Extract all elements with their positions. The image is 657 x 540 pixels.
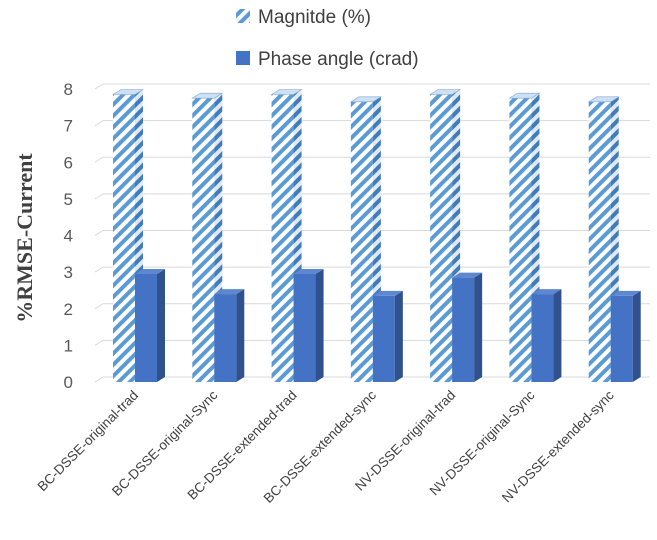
gridline-side (94, 156, 104, 163)
bar-top (191, 92, 224, 99)
bar-phase-angle (531, 289, 562, 382)
bar-phase-angle (214, 289, 245, 382)
bar-top (135, 268, 165, 274)
bar-front (430, 94, 453, 383)
gridline-side (94, 193, 104, 200)
legend-item-magnitude: Magnitde (%) (236, 7, 371, 28)
bar-phase-angle (135, 268, 165, 382)
bar-top (293, 268, 324, 274)
bar-phase-angle (610, 290, 641, 382)
gridline-side (94, 120, 104, 127)
y-tick-label: 6 (64, 153, 73, 172)
bar-front (214, 294, 237, 382)
bar-top (610, 290, 641, 296)
legend-label-phase-angle: Phase angle (crad) (258, 49, 419, 70)
gridline-side (94, 376, 104, 383)
legend-label-magnitude: Magnitde (%) (258, 7, 371, 28)
bar-front (610, 295, 633, 382)
bars (111, 89, 641, 383)
bar-top (270, 89, 303, 95)
bar-front (531, 294, 554, 382)
bar-side (157, 268, 165, 382)
bar-top (531, 289, 562, 295)
bar-side (553, 289, 562, 382)
bar-top (214, 289, 245, 295)
y-tick-label: 4 (64, 227, 73, 246)
bar-top (587, 96, 620, 103)
y-tick-label: 8 (64, 80, 73, 99)
bar-side (315, 268, 324, 382)
bar-front (271, 94, 294, 383)
bar-top (429, 89, 462, 95)
bar-side (474, 272, 483, 382)
bar-front (113, 94, 135, 383)
y-tick-label: 1 (64, 336, 73, 355)
bar-front (452, 277, 475, 382)
bar-front (293, 273, 316, 382)
y-tick-label: 2 (64, 300, 73, 319)
bar-phase-angle (452, 272, 483, 382)
bar-front (509, 98, 532, 382)
bar-front (350, 101, 373, 382)
y-axis-title: %RMSE-Current (12, 153, 37, 323)
y-tick-label: 7 (64, 117, 73, 136)
bar-top (372, 290, 403, 296)
bar-front (372, 295, 395, 382)
bar-top (349, 96, 382, 103)
bar-phase-angle (372, 290, 403, 382)
bar-top (508, 92, 541, 99)
bar-side (632, 290, 641, 382)
bar-front (135, 273, 157, 382)
x-axis-categories: BC-DSSE-original-tradBC-DSSE-original-Sy… (34, 387, 617, 505)
gridline-side (94, 266, 104, 273)
bar-front (192, 98, 215, 382)
y-axis-ticks: 0 1 2 3 4 5 6 7 8 (64, 80, 73, 392)
gridline-side (94, 339, 104, 346)
bar-side (236, 289, 245, 382)
bar-top (452, 272, 483, 278)
gridline-side (94, 83, 104, 90)
legend-swatch-phase-angle (236, 51, 250, 65)
y-tick-label: 0 (64, 373, 73, 392)
gridline-side (94, 230, 104, 236)
bar-front (588, 101, 611, 382)
bar-top (111, 89, 145, 95)
bar-side (394, 290, 403, 382)
legend-item-phase-angle: Phase angle (crad) (236, 49, 419, 70)
y-tick-label: 3 (64, 263, 73, 282)
gridline-side (94, 303, 104, 310)
legend-swatch-magnitude (236, 9, 250, 23)
legend: Magnitde (%) Phase angle (crad) (236, 7, 419, 70)
bar-phase-angle (293, 268, 324, 382)
y-tick-label: 5 (64, 190, 73, 209)
